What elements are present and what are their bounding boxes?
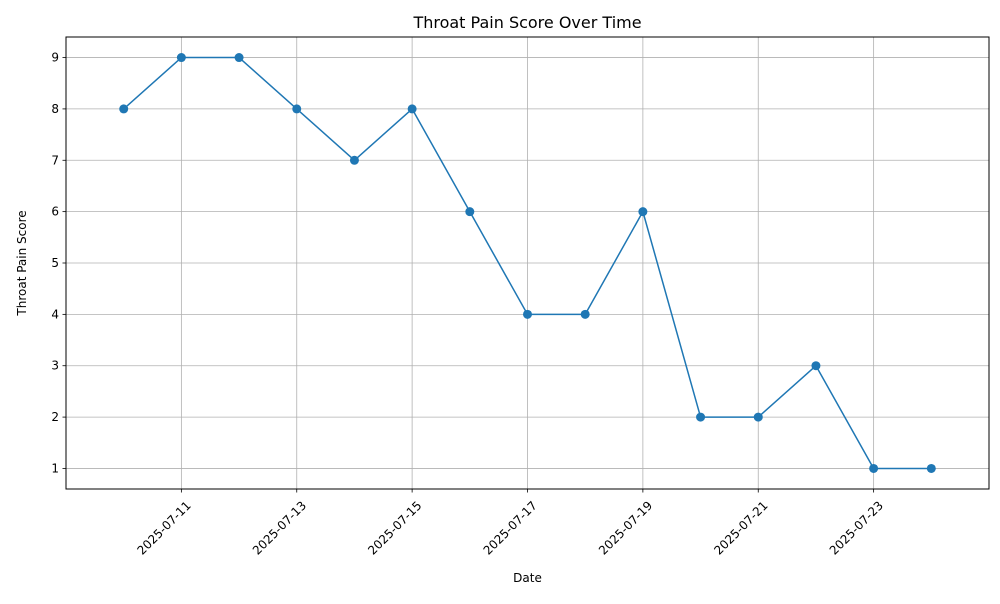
y-tick-label: 5 [51,256,59,270]
data-point [119,104,129,114]
data-point [234,53,244,63]
axis-ticks: 2025-07-11 2025-07-13 2025-07-15 2025-07-17… [51,51,886,558]
y-axis-label: Throat Pain Score [15,210,29,316]
x-tick-label: 2025-07-15 [365,498,424,557]
data-point [869,463,879,473]
y-tick-label: 1 [51,461,59,475]
y-tick-label: 3 [51,359,59,373]
data-point [407,104,417,114]
data-point [811,361,821,371]
series-layer [119,53,936,473]
data-point [465,207,475,217]
x-tick-label: 2025-07-23 [827,498,886,557]
data-point [638,207,648,217]
x-tick-label: 2025-07-11 [134,498,193,557]
data-point [349,155,359,165]
y-tick-label: 9 [51,51,59,65]
chart-title: Throat Pain Score Over Time [412,13,641,32]
data-point [926,463,936,473]
data-point [523,309,532,319]
x-tick-label: 2025-07-17 [481,498,540,557]
y-tick-label: 6 [51,205,59,219]
x-axis-label: Date [513,571,542,585]
data-point [696,412,706,422]
y-tick-label: 2 [51,410,59,424]
grid-lines [66,37,989,489]
y-tick-label: 7 [51,153,59,167]
data-point [580,309,590,319]
x-tick-label: 2025-07-13 [250,498,309,557]
y-tick-label: 4 [51,307,59,321]
y-tick-label: 8 [51,102,59,116]
data-point [176,53,186,63]
x-tick-label: 2025-07-21 [711,498,770,557]
data-point [753,412,763,422]
data-point [292,104,302,114]
x-tick-label: 2025-07-19 [596,498,655,557]
